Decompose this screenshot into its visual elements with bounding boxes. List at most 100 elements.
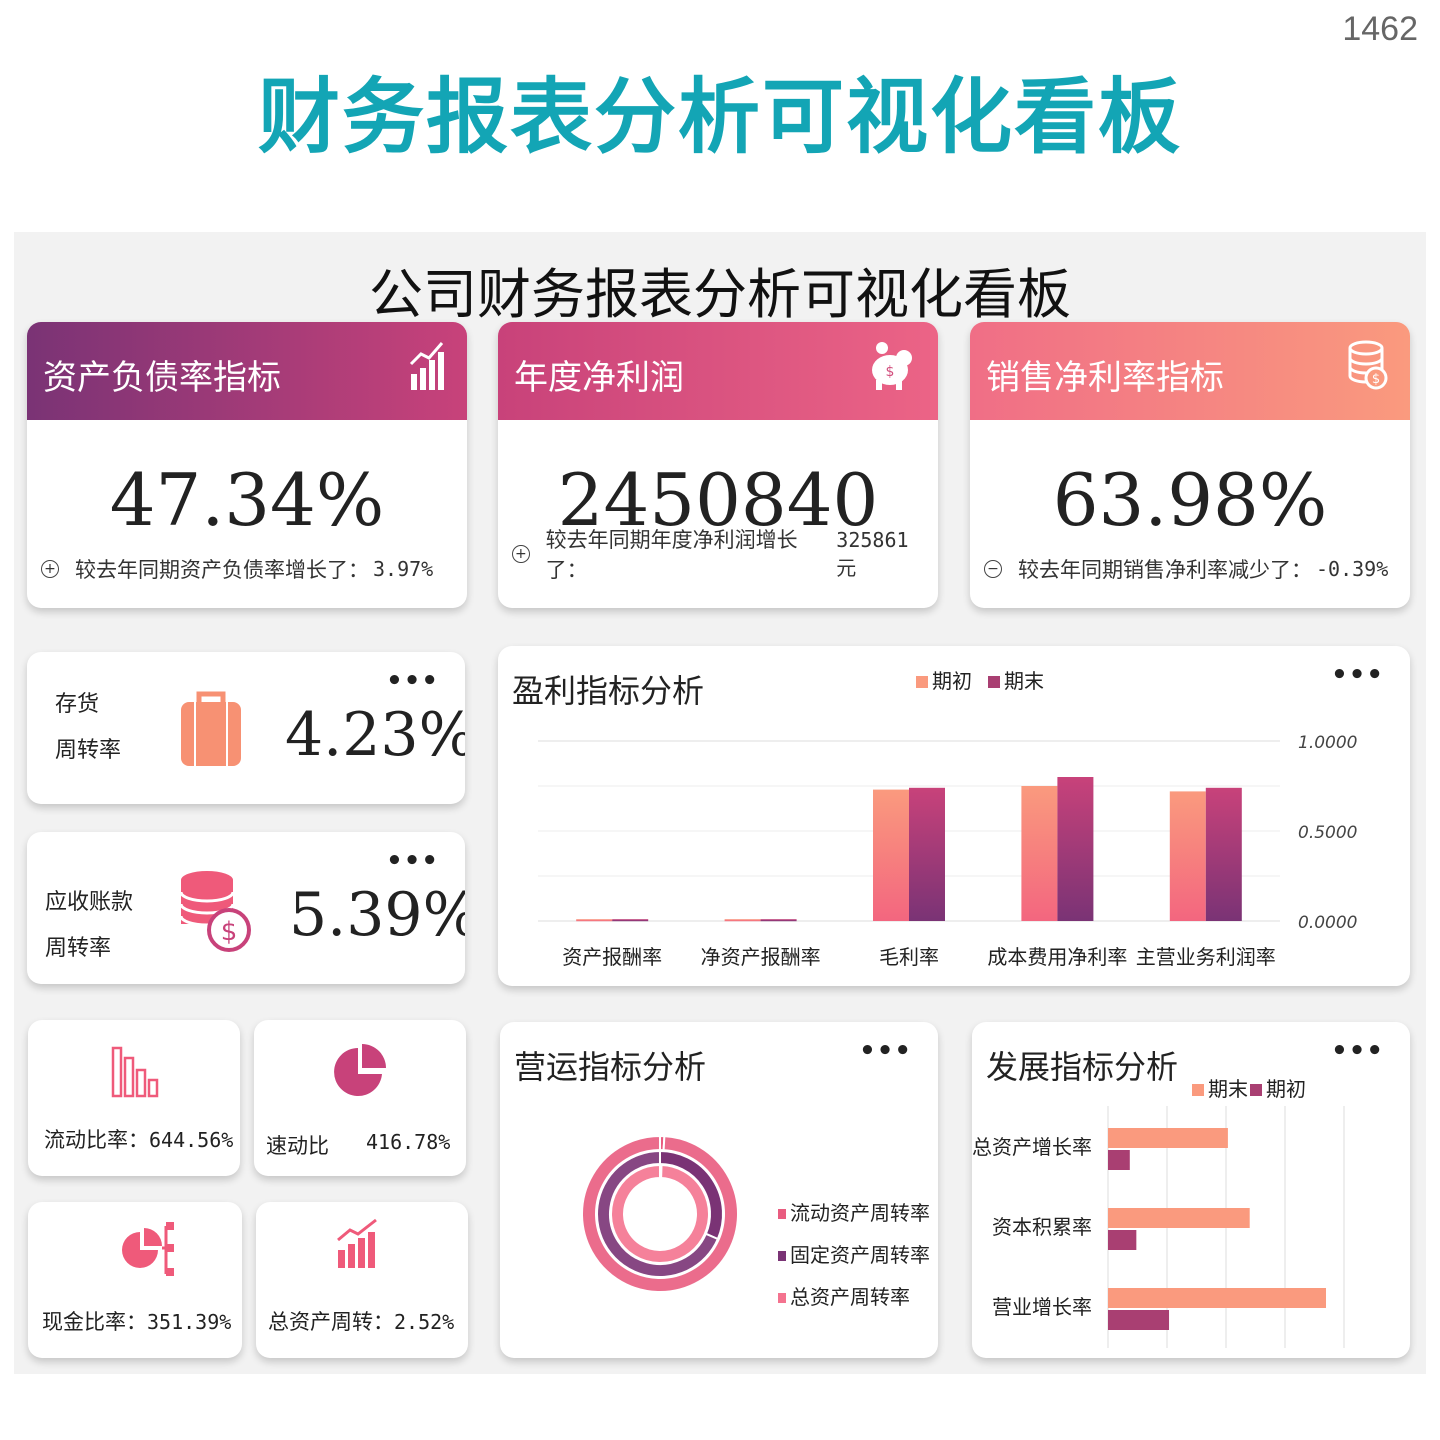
x-tick-label: 主营业务利润率 [1136,945,1276,969]
legend-label: 总资产周转率 [790,1285,910,1309]
kpi-value: 63.98% [1052,458,1328,542]
receivables-turnover-card: ••• 应收账款 周转率 $ 5.39% [27,832,465,984]
legend-swatch [1192,1084,1204,1096]
x-tick-label: 成本费用净利率 [987,945,1127,969]
legend-swatch [988,676,1000,688]
kpi-title: 年度净利润 [514,358,684,398]
main-title: 财务报表分析可视化看板 [257,70,1182,165]
cash-ratio-card: 现金比率：351.39% [28,1202,242,1358]
x-tick-label: 资产报酬率 [562,945,662,969]
legend-label: 期末 [1004,669,1044,693]
bar-期初 [724,919,761,922]
coin-stack-icon: $ [1348,340,1388,390]
kpi-delta: 3.97% [373,557,434,581]
label-line-2: 周转率 [55,738,122,763]
current-ratio-value: 644.56% [149,1128,234,1152]
kpi-card-debt-ratio: 资产负债率指标 47.34% + 较去年同期资产负债率增长了： 3.97% [27,322,467,608]
section-title: 盈利指标分析 [512,672,705,710]
asset-turnover-text: 总资产周转：2.52% [268,1306,454,1336]
more-options-icon[interactable]: ••• [1331,1036,1384,1066]
kpi-header: 销售净利率指标 $ [970,322,1410,420]
x-tick-label: 毛利率 [879,945,939,969]
donut-segment [610,1163,710,1264]
legend-swatch [916,676,928,688]
receivables-turnover-value: 5.39% [289,880,465,950]
quick-ratio-label-line-2: 率： [266,1168,329,1176]
asset-turnover-label: 总资产周转： [268,1310,394,1334]
y-tick-label: 资本积累率 [992,1215,1092,1239]
label-line-1: 应收账款 [45,890,134,915]
x-tick-label: 净资产报酬率 [701,945,821,969]
piggy-bank-icon: $ [872,342,912,390]
pie-chart-icon [334,1044,386,1096]
y-tick-label: 0.0000 [1298,913,1357,933]
section-title: 营运指标分析 [514,1048,707,1086]
label-line-1: 存货 [55,692,100,717]
bar-outline-icon [111,1046,159,1098]
legend-swatch [778,1293,786,1303]
operation-analysis-card: 营运指标分析 ••• 流动资产周转率 固定资产周转率 总资产周转率 [500,1022,938,1358]
current-ratio-card: 流动比率：644.56% [28,1020,240,1176]
board-title: 公司财务报表分析可视化看板 [369,263,1071,326]
y-tick-label: 0.5000 [1298,823,1357,843]
kpi-note: − 较去年同期销售净利率减少了： -0.39% [984,554,1388,584]
kpi-value: 2450840 [557,458,879,542]
legend-label: 期末 [1208,1077,1248,1101]
kpi-title: 资产负债率指标 [43,358,281,398]
legend-swatch [778,1209,786,1219]
inventory-turnover-value: 4.23% [285,700,465,770]
kpi-card-net-margin: 销售净利率指标 $ 63.98% − 较去年同期销售净利率减少了： -0.39% [970,322,1410,608]
label-line-2: 周转率 [45,936,112,961]
svg-text:$: $ [886,364,895,380]
y-tick-label: 总资产增长率 [972,1135,1092,1159]
legend-swatch [1250,1084,1262,1096]
kpi-title: 销售净利率指标 [986,358,1224,398]
asset-turnover-value: 2.52% [394,1310,455,1334]
kpi-header: 年度净利润 $ [498,322,938,420]
profit-analysis-card: 盈利指标分析 ••• 1.0000 0.5000 0.0000 资产报酬率 净资产报酬率… [498,646,1410,986]
bar-期初 [1108,1310,1170,1330]
legend-label: 期初 [1266,1077,1306,1101]
cash-ratio-value: 351.39% [147,1310,232,1334]
bar-期初 [1169,791,1206,921]
bar-期末 [1108,1128,1228,1148]
bar-期末 [1108,1288,1326,1308]
svg-text:$: $ [1372,372,1380,387]
receivables-turnover-label: 应收账款 周转率 [45,880,133,972]
more-options-icon[interactable]: ••• [386,666,439,696]
bar-期初 [1108,1150,1130,1170]
kpi-note-text: 较去年同期资产负债率增长了： [75,558,369,582]
briefcase-icon [181,691,241,766]
quick-ratio-label-line-1: 速动比 [266,1134,329,1158]
bar-期初 [576,919,613,922]
y-tick-label: 1.0000 [1298,733,1357,753]
quick-ratio-label: 速动比 率： [266,1124,329,1176]
y-tick-label: 营业增长率 [992,1295,1092,1319]
more-options-icon[interactable]: ••• [859,1036,912,1066]
cash-ratio-text: 现金比率：351.39% [42,1306,231,1336]
bar-期初 [873,789,909,921]
svg-text:$: $ [221,917,238,947]
quick-ratio-card: 速动比 率： 416.78% [254,1020,466,1176]
kpi-note-text: 较去年同期年度净利润增长了： [545,528,798,582]
growth-analysis-card: 发展指标分析 ••• 总资产增长率 资本积累率 营业增长率 期末 期初 [972,1022,1410,1358]
more-options-icon[interactable]: ••• [1331,660,1384,690]
legend-label: 固定资产周转率 [790,1243,930,1267]
kpi-delta: -0.39% [1316,557,1389,581]
profit-bar-chart: 1.0000 0.5000 0.0000 资产报酬率 净资产报酬率 毛利率 成本费用净利率主… [538,669,1357,969]
legend-label: 流动资产周转率 [790,1201,930,1225]
bar-期末 [1057,777,1094,921]
quick-ratio-value: 416.78% [366,1130,451,1154]
bar-期末 [1108,1208,1250,1228]
bar-chart-icon [409,342,444,390]
page-number: 1462 [1342,10,1418,48]
plus-circle-icon: + [512,545,530,563]
current-ratio-label: 流动比率： [44,1128,149,1152]
inventory-turnover-label: 存货 周转率 [55,682,121,774]
bar-期末 [612,919,649,922]
more-options-icon[interactable]: ••• [386,846,439,876]
plus-circle-icon: + [41,560,59,578]
asset-turnover-card: 总资产周转：2.52% [256,1202,468,1358]
